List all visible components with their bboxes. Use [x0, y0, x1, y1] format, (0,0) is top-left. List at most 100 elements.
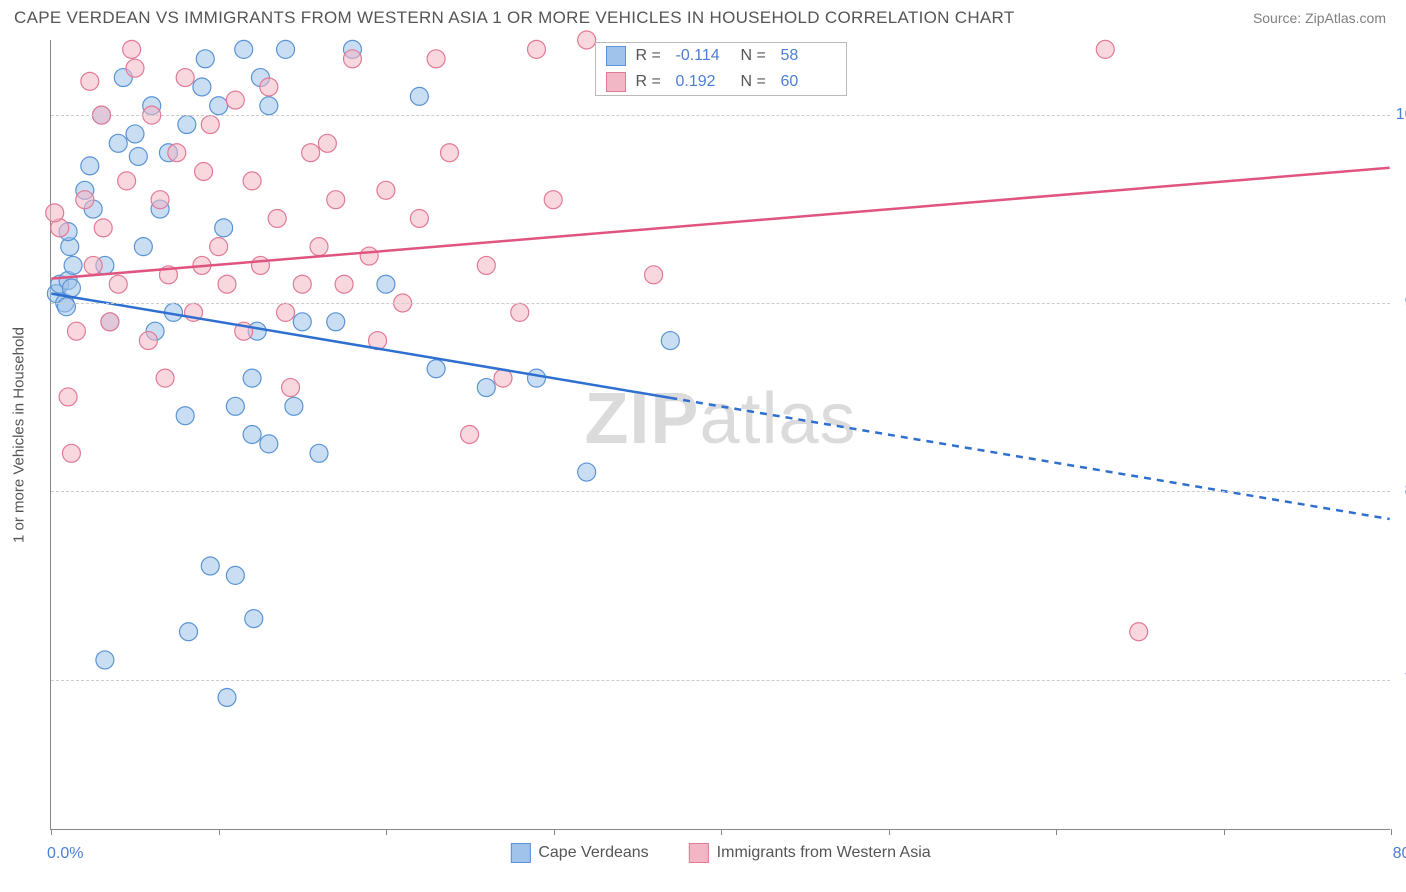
- r-label: R =: [636, 73, 666, 91]
- data-point: [109, 275, 127, 293]
- stats-legend-row: R = -0.114 N = 58: [596, 43, 846, 69]
- data-point: [123, 40, 141, 58]
- data-point: [64, 256, 82, 274]
- data-point: [310, 238, 328, 256]
- gridline: [51, 115, 1390, 116]
- data-point: [410, 209, 428, 227]
- series-legend: Cape Verdeans Immigrants from Western Asi…: [510, 843, 930, 863]
- data-point: [477, 256, 495, 274]
- data-point: [129, 147, 147, 165]
- data-point: [343, 50, 361, 68]
- data-point: [139, 332, 157, 350]
- x-tick: [1056, 829, 1057, 835]
- n-label: N =: [741, 73, 771, 91]
- data-point: [226, 397, 244, 415]
- scatter-svg: [51, 40, 1390, 829]
- data-point: [578, 463, 596, 481]
- data-point: [335, 275, 353, 293]
- r-label: R =: [636, 47, 666, 65]
- data-point: [302, 144, 320, 162]
- data-point: [461, 426, 479, 444]
- n-value: 58: [781, 47, 836, 65]
- x-tick: [721, 829, 722, 835]
- data-point: [245, 610, 263, 628]
- data-point: [327, 313, 345, 331]
- data-point: [277, 303, 295, 321]
- data-point: [76, 191, 94, 209]
- data-point: [201, 557, 219, 575]
- x-tick-label-left: 0.0%: [47, 845, 83, 863]
- r-value: -0.114: [676, 47, 731, 65]
- n-value: 60: [781, 73, 836, 91]
- data-point: [282, 379, 300, 397]
- data-point: [293, 313, 311, 331]
- data-point: [81, 72, 99, 90]
- n-label: N =: [741, 47, 771, 65]
- data-point: [578, 31, 596, 49]
- data-point: [94, 219, 112, 237]
- data-point: [285, 397, 303, 415]
- data-point: [235, 40, 253, 58]
- y-tick-label: 100.0%: [1396, 106, 1406, 124]
- data-point: [210, 97, 228, 115]
- data-point: [210, 238, 228, 256]
- data-point: [360, 247, 378, 265]
- data-point: [544, 191, 562, 209]
- data-point: [156, 369, 174, 387]
- chart-title: CAPE VERDEAN VS IMMIGRANTS FROM WESTERN …: [14, 8, 1015, 28]
- data-point: [201, 116, 219, 134]
- data-point: [101, 313, 119, 331]
- data-point: [243, 369, 261, 387]
- data-point: [109, 134, 127, 152]
- data-point: [310, 444, 328, 462]
- source-attribution: Source: ZipAtlas.com: [1253, 10, 1386, 26]
- data-point: [46, 204, 64, 222]
- data-point: [218, 689, 236, 707]
- x-tick: [554, 829, 555, 835]
- data-point: [661, 332, 679, 350]
- series-legend-item: Cape Verdeans: [510, 843, 648, 863]
- legend-swatch: [510, 843, 530, 863]
- x-tick: [386, 829, 387, 835]
- series-legend-item: Immigrants from Western Asia: [689, 843, 931, 863]
- data-point: [195, 163, 213, 181]
- data-point: [441, 144, 459, 162]
- data-point: [118, 172, 136, 190]
- stats-legend-row: R = 0.192 N = 60: [596, 69, 846, 95]
- x-tick: [889, 829, 890, 835]
- data-point: [176, 407, 194, 425]
- data-point: [67, 322, 85, 340]
- data-point: [511, 303, 529, 321]
- r-value: 0.192: [676, 73, 731, 91]
- x-tick: [1224, 829, 1225, 835]
- data-point: [293, 275, 311, 293]
- data-point: [318, 134, 336, 152]
- data-point: [126, 59, 144, 77]
- data-point: [427, 360, 445, 378]
- data-point: [527, 40, 545, 58]
- x-tick: [219, 829, 220, 835]
- data-point: [527, 369, 545, 387]
- x-tick-label-right: 80.0%: [1393, 845, 1406, 863]
- y-axis-label: 1 or more Vehicles in Household: [11, 327, 28, 543]
- legend-swatch: [689, 843, 709, 863]
- data-point: [410, 87, 428, 105]
- data-point: [645, 266, 663, 284]
- data-point: [277, 40, 295, 58]
- data-point: [226, 566, 244, 584]
- x-tick: [1391, 829, 1392, 835]
- trend-line-extrapolated: [670, 398, 1389, 519]
- data-point: [1096, 40, 1114, 58]
- data-point: [260, 97, 278, 115]
- x-tick: [51, 829, 52, 835]
- data-point: [377, 181, 395, 199]
- data-point: [151, 191, 169, 209]
- gridline: [51, 491, 1390, 492]
- data-point: [268, 209, 286, 227]
- data-point: [196, 50, 214, 68]
- legend-swatch: [606, 46, 626, 66]
- data-point: [57, 298, 75, 316]
- data-point: [327, 191, 345, 209]
- data-point: [1130, 623, 1148, 641]
- data-point: [477, 379, 495, 397]
